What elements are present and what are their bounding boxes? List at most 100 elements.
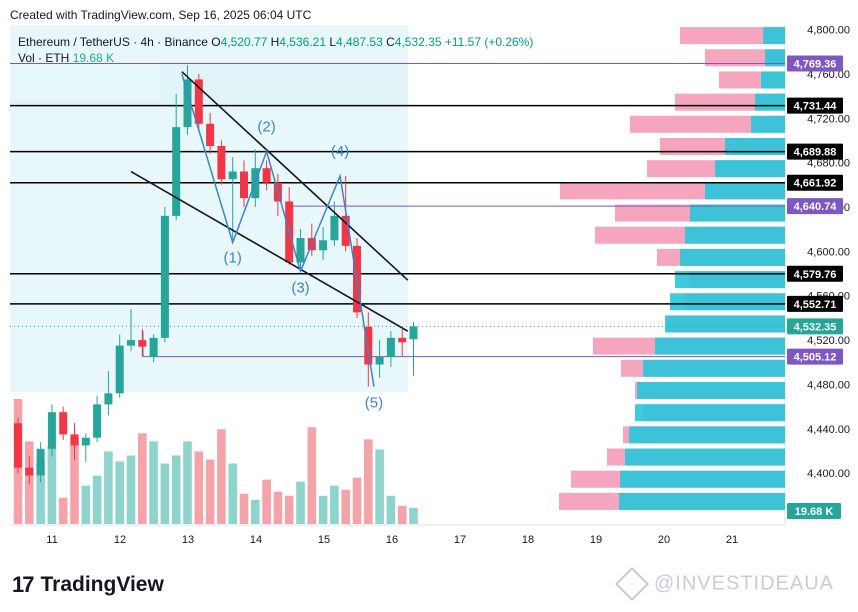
wedge-lower-trendline	[130, 170, 409, 332]
tradingview-wordmark: TradingView	[40, 573, 164, 596]
price-tick-label: 4,600.00	[807, 246, 850, 258]
volume-bar	[352, 477, 362, 524]
price-axis-label-text: 4,552.71	[794, 299, 837, 311]
candle	[70, 423, 79, 460]
price-axis-label: 4,579.76	[787, 265, 843, 282]
volume-bar	[58, 497, 68, 524]
low-value: 4,487.53	[336, 35, 383, 49]
candle-body	[194, 79, 203, 124]
price-tick-label: 4,800.00	[807, 25, 850, 37]
volume-bar	[386, 495, 396, 524]
price-axis-label: 4,532.35	[787, 318, 843, 335]
volume-bar	[251, 499, 260, 524]
time-tick-label: 12	[114, 534, 126, 546]
time-tick-label: 13	[182, 534, 194, 546]
volume-profile-bar-cyan	[619, 492, 785, 510]
price-axis-label: 4,505.12	[787, 348, 843, 365]
volume-bar	[341, 489, 350, 524]
candle-body	[330, 215, 339, 241]
candle-body	[138, 340, 147, 347]
price-axis-label-text: 4,661.92	[794, 178, 837, 190]
candle	[330, 201, 339, 246]
price-axis-label-box	[787, 198, 843, 215]
candle	[160, 207, 169, 343]
candle	[217, 140, 226, 185]
candle	[194, 73, 203, 132]
volume-profile-bar-cyan	[751, 115, 785, 133]
time-tick-label: 17	[454, 534, 466, 546]
volume-bar	[284, 495, 294, 524]
price-axis-label: 4,552.71	[787, 295, 843, 312]
candle-body	[172, 127, 181, 216]
volume-axis-label-text: 19.68 K	[795, 506, 834, 518]
price-axis-label-text: 4,532.35	[794, 321, 837, 333]
candle-body	[183, 79, 192, 128]
volume-label[interactable]: Vol · ETH	[18, 51, 70, 65]
candle-body	[364, 326, 373, 365]
created-with-caption: Created with TradingView.com, Sep 16, 20…	[10, 8, 312, 22]
volume-axis-label-box	[787, 503, 841, 519]
volume-bar	[318, 495, 328, 524]
volume-bar	[183, 441, 192, 524]
candle	[398, 329, 407, 357]
time-tick-label: 20	[658, 534, 670, 546]
candle-body	[127, 340, 135, 346]
price-tick-label: 4,400.00	[807, 468, 850, 480]
close-value: 4,532.35	[394, 35, 442, 49]
candle-body	[375, 356, 384, 365]
wave-label: (2)	[257, 119, 275, 136]
volume-bar	[104, 451, 113, 524]
candle-body	[409, 326, 418, 340]
symbol-name[interactable]: Ethereum / TetherUS · 4h · Binance	[18, 35, 208, 49]
open-value: 4,520.77	[220, 35, 268, 49]
price-axis-label-box	[787, 55, 843, 72]
price-axis-label-box	[787, 97, 843, 114]
volume-profile-bar-cyan	[620, 470, 785, 488]
candle	[14, 417, 22, 474]
candle-body	[206, 123, 215, 146]
candle	[115, 334, 124, 398]
price-chart[interactable]: (1)(2)(3)(4)(5)4,800.004,760.004,720.004…	[0, 0, 858, 560]
wave-label: (3)	[291, 279, 309, 296]
volume-profile-bar-cyan	[675, 271, 785, 289]
volume-bar	[239, 493, 249, 524]
tradingview-mark-icon: 17	[12, 572, 35, 597]
volume-profile-bar-cyan	[635, 404, 785, 422]
volume-bar	[273, 491, 283, 524]
volume-value: 19.68 K	[72, 51, 115, 65]
volume-profile-bar-cyan	[629, 426, 785, 444]
price-axis-label-box	[787, 174, 843, 191]
candle-body	[70, 434, 79, 446]
candle-body	[25, 467, 34, 476]
candle-body	[14, 423, 22, 468]
volume-bar	[375, 449, 384, 524]
price-axis-label-text: 4,731.44	[794, 101, 838, 113]
watermark-text: @INVESTIDEAUA	[654, 572, 835, 595]
volume-bar	[364, 439, 373, 524]
low-label: L	[329, 35, 337, 49]
volume-profile-bar-cyan	[637, 382, 785, 399]
price-axis-label-text: 4,640.74	[794, 201, 838, 213]
candle-body	[341, 215, 350, 246]
price-axis-label: 4,661.92	[787, 174, 843, 191]
volume-profile-bar-pink	[630, 115, 785, 133]
wedge-upper-trendline	[181, 71, 409, 281]
volume-bar	[160, 463, 170, 524]
volume-bar	[228, 463, 237, 524]
volume-profile	[559, 27, 785, 510]
candle-body	[228, 171, 237, 180]
candle	[409, 322, 418, 377]
volume-bar	[81, 485, 91, 524]
candle-body	[47, 412, 56, 449]
volume-profile-bar-pink	[680, 27, 785, 45]
price-axis-label-text: 4,505.12	[794, 352, 837, 364]
volume-profile-bar-cyan	[755, 93, 785, 111]
price-tick-label: 4,480.00	[807, 379, 850, 391]
volume-bar	[217, 429, 226, 524]
volume-bar	[36, 461, 45, 524]
volume-profile-bar-cyan	[643, 359, 785, 377]
price-axis-label: 4,640.74	[787, 198, 843, 215]
volume-bar	[330, 485, 339, 524]
candle-body	[296, 238, 305, 263]
price-axis-label: 4,769.36	[787, 55, 843, 72]
